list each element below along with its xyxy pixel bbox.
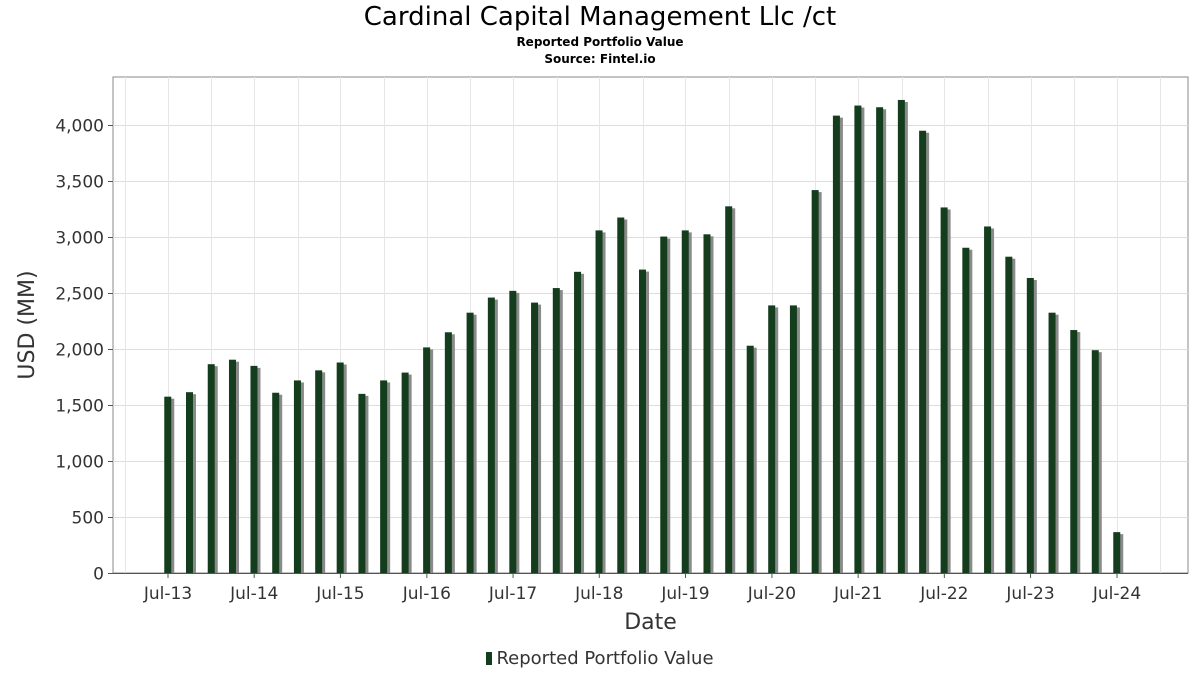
bar	[617, 217, 625, 573]
chart-subtitle: Reported Portfolio Value	[516, 35, 684, 49]
bar	[876, 107, 884, 573]
bar	[595, 230, 603, 574]
x-axis-label: Date	[624, 610, 677, 635]
bar	[660, 236, 668, 574]
bar	[768, 305, 776, 573]
y-axis-label: USD (MM)	[15, 270, 40, 379]
chart-source: Source: Fintel.io	[544, 52, 656, 66]
bar-layer	[164, 99, 1124, 574]
x-tick-label: Jul-20	[747, 584, 796, 604]
bar	[358, 393, 366, 573]
bar	[509, 290, 517, 573]
y-tick-label: 0	[93, 565, 104, 585]
bar	[639, 269, 646, 573]
bar	[703, 234, 711, 573]
bar	[681, 230, 689, 574]
legend-swatch	[486, 652, 493, 665]
x-tick-label: Jul-21	[833, 584, 882, 604]
bar	[1005, 256, 1013, 573]
bar	[164, 396, 172, 573]
x-tick-label: Jul-19	[660, 584, 709, 604]
y-tick-label: 1,500	[55, 397, 104, 417]
x-tick-label: Jul-18	[574, 584, 623, 604]
legend: Reported Portfolio Value	[0, 648, 1200, 669]
bar	[725, 206, 733, 573]
y-tick-label: 4,000	[55, 117, 104, 137]
bar	[228, 359, 236, 573]
bar	[552, 288, 560, 573]
y-tick-label: 3,500	[55, 173, 104, 193]
bar	[250, 365, 258, 573]
bar	[940, 207, 948, 573]
bar	[574, 271, 582, 573]
bar	[401, 372, 409, 573]
chart-title: Cardinal Capital Management Llc /ct	[363, 2, 837, 32]
bar	[444, 332, 452, 573]
bar	[1070, 330, 1078, 573]
bar	[832, 115, 840, 574]
legend-label: Reported Portfolio Value	[496, 648, 714, 669]
bar	[811, 190, 819, 573]
axis-layer: 0 500 1,000 1,500 2,000 2,500 3,000 3,500 4,000 J…	[15, 117, 1188, 635]
bar	[487, 297, 495, 573]
x-tick-label: Jul-13	[143, 584, 192, 604]
bar	[1091, 350, 1099, 573]
x-tick-label: Jul-23	[1005, 584, 1054, 604]
bar	[984, 226, 992, 573]
bar	[380, 380, 388, 573]
y-tick-label: 500	[72, 509, 104, 529]
x-tick-label: Jul-24	[1092, 584, 1141, 604]
bar	[962, 247, 970, 573]
y-tick-label: 2,000	[55, 341, 104, 361]
bar	[1048, 312, 1056, 573]
bar	[1113, 532, 1121, 573]
bar	[336, 362, 344, 573]
bar	[531, 302, 539, 573]
x-tick-label: Jul-17	[488, 584, 537, 604]
x-tick-label: Jul-15	[315, 584, 364, 604]
bar	[919, 130, 927, 573]
y-tick-label: 2,500	[55, 285, 104, 305]
bar	[315, 370, 323, 573]
bar	[423, 347, 431, 573]
bar	[897, 99, 905, 573]
bar	[746, 345, 754, 573]
x-tick-label: Jul-14	[229, 584, 278, 604]
bar	[466, 312, 474, 573]
x-tick-label: Jul-22	[919, 584, 968, 604]
y-tick-label: 3,000	[55, 229, 104, 249]
bar	[272, 392, 280, 573]
y-tick-label: 1,000	[55, 453, 104, 473]
bar	[293, 380, 301, 573]
bar	[789, 305, 797, 573]
bar	[185, 392, 193, 573]
bar	[1026, 277, 1034, 573]
bar	[854, 105, 862, 574]
x-tick-label: Jul-16	[402, 584, 451, 604]
bar	[207, 364, 215, 573]
